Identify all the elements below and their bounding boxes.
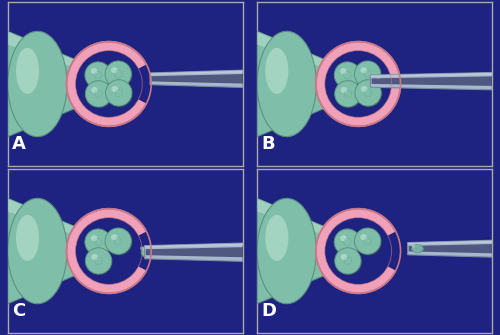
Ellipse shape — [16, 48, 39, 94]
Polygon shape — [8, 198, 78, 236]
Polygon shape — [146, 247, 243, 257]
Circle shape — [336, 249, 362, 275]
Ellipse shape — [360, 67, 367, 73]
Polygon shape — [257, 198, 328, 236]
Ellipse shape — [340, 87, 347, 93]
Polygon shape — [257, 31, 328, 69]
Circle shape — [76, 51, 142, 117]
Circle shape — [86, 63, 113, 89]
Circle shape — [85, 62, 111, 88]
Ellipse shape — [340, 254, 347, 260]
Ellipse shape — [266, 215, 288, 261]
Polygon shape — [257, 31, 328, 137]
Polygon shape — [408, 240, 492, 245]
Circle shape — [325, 218, 392, 284]
Circle shape — [86, 230, 113, 256]
Polygon shape — [372, 76, 492, 86]
Ellipse shape — [91, 68, 98, 74]
Polygon shape — [409, 244, 492, 253]
Circle shape — [334, 229, 360, 255]
Polygon shape — [144, 243, 243, 261]
Polygon shape — [144, 243, 243, 248]
Circle shape — [106, 62, 132, 88]
Circle shape — [356, 229, 382, 256]
Circle shape — [86, 249, 113, 275]
Ellipse shape — [8, 198, 67, 304]
Ellipse shape — [412, 245, 424, 253]
Circle shape — [106, 80, 132, 106]
Circle shape — [66, 209, 151, 293]
Polygon shape — [151, 74, 243, 83]
Ellipse shape — [8, 31, 67, 137]
Polygon shape — [370, 72, 492, 77]
Polygon shape — [8, 31, 78, 137]
Circle shape — [356, 81, 382, 107]
Circle shape — [86, 81, 112, 107]
Circle shape — [105, 228, 132, 254]
Ellipse shape — [340, 235, 346, 241]
Wedge shape — [358, 230, 403, 271]
Ellipse shape — [92, 254, 98, 260]
Circle shape — [106, 229, 132, 256]
Circle shape — [66, 42, 151, 126]
Circle shape — [336, 82, 362, 108]
Ellipse shape — [376, 76, 390, 86]
Text: C: C — [12, 303, 25, 320]
Circle shape — [76, 218, 142, 284]
Ellipse shape — [91, 235, 98, 241]
Ellipse shape — [92, 87, 98, 93]
Circle shape — [336, 230, 361, 256]
Polygon shape — [150, 70, 243, 87]
Circle shape — [334, 81, 361, 107]
Polygon shape — [370, 72, 492, 90]
Text: B: B — [262, 135, 275, 153]
Ellipse shape — [360, 234, 367, 240]
Circle shape — [356, 62, 382, 88]
Circle shape — [107, 81, 133, 107]
Ellipse shape — [257, 198, 316, 304]
Ellipse shape — [376, 77, 380, 80]
Circle shape — [355, 80, 382, 106]
Circle shape — [85, 229, 111, 255]
Polygon shape — [257, 198, 328, 304]
Circle shape — [316, 209, 400, 293]
Ellipse shape — [140, 246, 144, 250]
Ellipse shape — [111, 234, 117, 240]
Circle shape — [86, 82, 113, 108]
Circle shape — [325, 51, 392, 117]
Ellipse shape — [266, 48, 288, 94]
Circle shape — [354, 228, 381, 254]
Text: A: A — [12, 135, 26, 153]
Polygon shape — [8, 198, 78, 304]
Ellipse shape — [112, 86, 118, 92]
Polygon shape — [8, 31, 78, 69]
Wedge shape — [109, 230, 153, 271]
Circle shape — [334, 248, 361, 274]
Circle shape — [86, 248, 112, 274]
Wedge shape — [109, 64, 153, 105]
Circle shape — [354, 61, 381, 87]
Ellipse shape — [111, 67, 117, 73]
Circle shape — [336, 63, 361, 89]
Ellipse shape — [361, 86, 368, 92]
Ellipse shape — [412, 245, 415, 248]
Ellipse shape — [16, 215, 39, 261]
Polygon shape — [408, 240, 492, 257]
Circle shape — [316, 42, 400, 126]
Ellipse shape — [141, 246, 156, 258]
Text: D: D — [262, 303, 276, 320]
Circle shape — [105, 61, 132, 87]
Ellipse shape — [340, 68, 346, 74]
Circle shape — [334, 62, 360, 88]
Ellipse shape — [257, 31, 316, 137]
Polygon shape — [150, 70, 243, 75]
